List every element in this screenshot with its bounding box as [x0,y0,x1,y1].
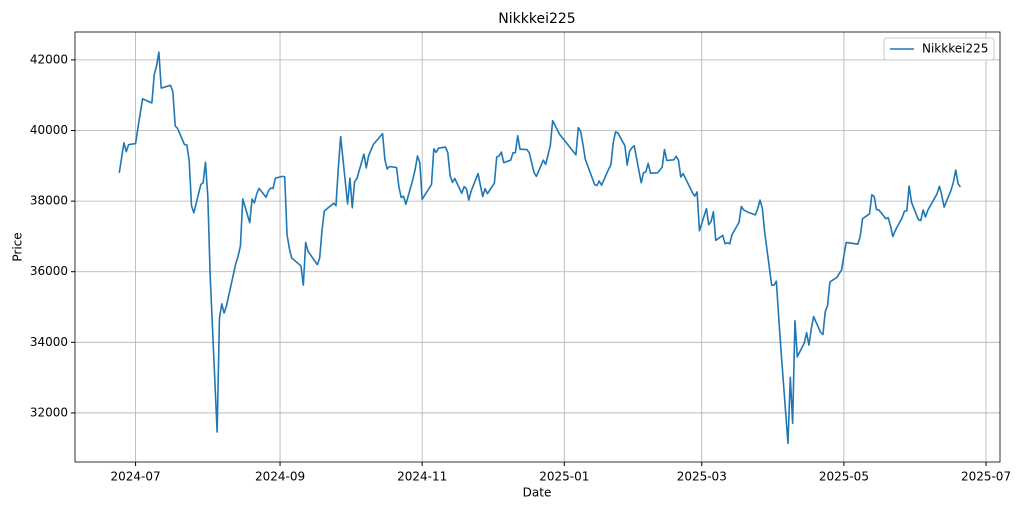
line-series [118,51,962,445]
x-tick-label: 2024-11 [397,470,447,484]
legend-box [883,37,995,61]
x-tick-label: 2024-07 [111,470,161,484]
y-tick-label: 42000 [30,52,68,66]
y-tick-label: 38000 [30,194,68,208]
chart-title: Nikkkei225 [498,11,575,27]
x-tick-label: 2025-01 [539,470,589,484]
x-tick-label: 2025-07 [961,470,1011,484]
axes-frame [74,31,1001,463]
y-tick-label: 36000 [30,264,68,278]
x-tick-label: 2025-03 [677,470,727,484]
y-tick-label: 34000 [30,335,68,349]
x-tick-label: 2025-05 [819,470,869,484]
legend-label: Nikkkei225 [922,42,988,56]
y-tick-label: 40000 [30,123,68,137]
y-axis-label: Price [11,232,25,261]
x-axis-label: Date [523,486,552,500]
y-tick-label: 32000 [30,405,68,419]
x-tick-label: 2024-09 [255,470,305,484]
